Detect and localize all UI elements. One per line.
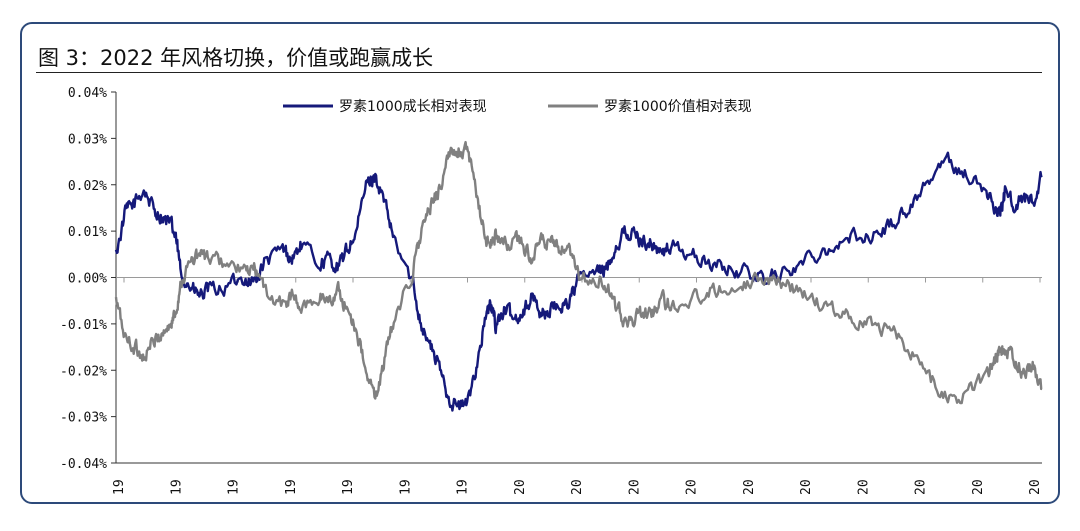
y-tick-label: -0.01% [60,318,107,333]
x-tick-label: 19 [398,479,413,495]
y-axis: 0.04% 0.03% 0.02% 0.01% 0.00% -0.01% -0.02% -0.… [60,86,117,472]
x-tick-text: 19 [398,479,413,495]
x-tick-text: 20 [1028,479,1043,495]
y-tick-label: -0.02% [60,364,107,379]
x-tick-text: 19 [341,479,356,495]
legend: 罗素1000成长相对表现 罗素1000价值相对表现 [283,99,752,115]
x-tick-text: 19 [284,479,299,495]
x-tick-text: 19 [169,479,184,495]
x-tick-text: 20 [742,479,757,495]
x-tick-label: 19 [284,479,299,495]
y-tick-label: 0.02% [68,179,107,194]
y-tick-label: 0.04% [68,86,107,101]
x-tick-text: 20 [570,479,585,495]
series-layer [114,140,1043,412]
legend-label: 罗素1000价值相对表现 [604,99,752,115]
y-tick-label: -0.04% [60,457,107,472]
x-tick-text: 20 [627,479,642,495]
legend-label: 罗素1000成长相对表现 [339,99,487,115]
series-line-growth [114,151,1043,412]
x-axis: 19 19 19 19 19 19 19 20 20 20 20 20 20 20 20 20 20 [112,462,1043,495]
x-tick-label: 20 [513,479,528,495]
x-tick-label: 20 [971,479,986,495]
title-rule [36,72,1042,73]
x-tick-text: 19 [456,479,471,495]
x-tick-text: 19 [112,479,127,495]
chart-title: 图 3：2022 年风格切换，价值或跑赢成长 [38,46,434,70]
x-tick-label: 20 [914,479,929,495]
x-tick-text: 20 [856,479,871,495]
y-tick-label: 0.00% [68,272,107,287]
x-tick-text: 19 [227,479,242,495]
x-tick-text: 20 [513,479,528,495]
y-tick-label: 0.01% [68,225,107,240]
x-tick-label: 20 [799,479,814,495]
series-line-value [114,140,1043,405]
x-tick-label: 20 [685,479,700,495]
x-tick-label: 20 [1028,479,1043,495]
x-tick-label: 19 [456,479,471,495]
x-tick-label: 19 [112,479,127,495]
x-tick-label: 20 [742,479,757,495]
y-tick-label: 0.03% [68,132,107,147]
x-tick-text: 20 [685,479,700,495]
x-tick-text: 20 [799,479,814,495]
x-tick-label: 20 [856,479,871,495]
x-tick-label: 19 [227,479,242,495]
x-tick-label: 19 [341,479,356,495]
y-tick-label: -0.03% [60,411,107,426]
x-tick-label: 19 [169,479,184,495]
x-tick-text: 20 [914,479,929,495]
x-tick-text: 20 [971,479,986,495]
x-tick-label: 20 [627,479,642,495]
x-tick-label: 20 [570,479,585,495]
